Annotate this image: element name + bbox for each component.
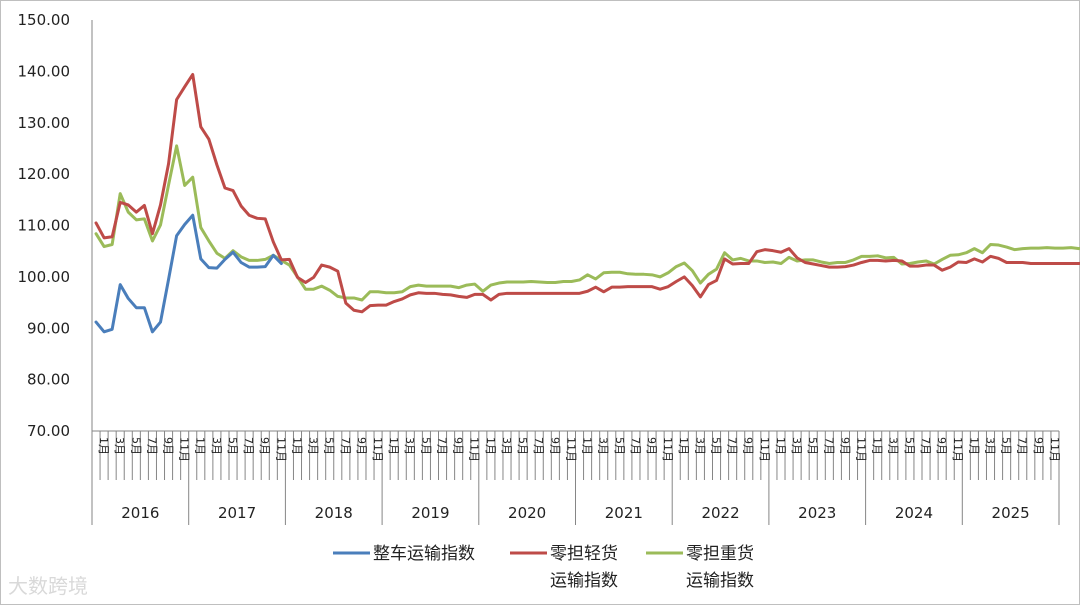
- month-tick-label: 11月: [564, 437, 577, 462]
- month-tick-label: 9月: [161, 437, 174, 455]
- year-label: 2019: [411, 504, 449, 522]
- month-tick-label: 9月: [355, 437, 368, 455]
- y-tick-label: 130.00: [18, 114, 71, 132]
- month-tick-label: 11月: [178, 437, 191, 462]
- y-tick-label: 150.00: [18, 11, 71, 29]
- month-tick-label: 3月: [403, 437, 416, 455]
- month-tick-label: 1月: [387, 437, 400, 455]
- series-line-2: [94, 72, 1080, 314]
- month-tick-label: 9月: [452, 437, 465, 455]
- year-label: 2025: [992, 504, 1030, 522]
- month-tick-label: 11月: [855, 437, 868, 462]
- axes: [91, 20, 1059, 432]
- month-tick-label: 7月: [145, 437, 158, 455]
- watermark-logo: 大数跨境: [8, 570, 88, 599]
- month-tick-label: 3月: [790, 437, 803, 455]
- month-tick-label: 1月: [774, 437, 787, 455]
- month-tick-label: 7月: [1016, 437, 1029, 455]
- year-label: 2024: [895, 504, 933, 522]
- year-label: 2017: [218, 504, 256, 522]
- legend-label-s2-line1: 零担轻货: [550, 544, 618, 564]
- month-tick-label: 3月: [983, 437, 996, 455]
- month-tick-label: 9月: [935, 437, 948, 455]
- month-tick-label: 11月: [758, 437, 771, 462]
- month-tick-label: 9月: [645, 437, 658, 455]
- y-tick-label: 90.00: [27, 319, 70, 337]
- month-tick-label: 3月: [500, 437, 513, 455]
- month-tick-label: 9月: [548, 437, 561, 455]
- month-tick-label: 11月: [661, 437, 674, 462]
- year-label: 2023: [798, 504, 836, 522]
- month-tick-label: 1月: [290, 437, 303, 455]
- month-tick-label: 9月: [258, 437, 271, 455]
- month-tick-label: 7月: [242, 437, 255, 455]
- month-tick-label: 11月: [371, 437, 384, 462]
- month-tick-label: 7月: [726, 437, 739, 455]
- legend-label-s3-line1: 零担重货: [686, 544, 754, 564]
- y-tick-label: 120.00: [18, 165, 71, 183]
- watermark-text: 大数跨境: [8, 574, 88, 598]
- month-tick-label: 11月: [274, 437, 287, 462]
- month-tick-label: 7月: [629, 437, 642, 455]
- year-label: 2022: [701, 504, 739, 522]
- month-tick-label: 1月: [484, 437, 497, 455]
- month-tick-label: 3月: [210, 437, 223, 455]
- month-tick-label: 5月: [806, 437, 819, 455]
- month-tick-label: 3月: [113, 437, 126, 455]
- month-tick-label: 5月: [226, 437, 239, 455]
- month-tick-label: 7月: [822, 437, 835, 455]
- month-tick-label: 5月: [419, 437, 432, 455]
- month-tick-label: 7月: [435, 437, 448, 455]
- y-tick-label: 70.00: [27, 422, 70, 440]
- legend: 整车运输指数 零担轻货 运输指数 零担重货 运输指数: [333, 544, 754, 591]
- month-tick-label: 3月: [307, 437, 320, 455]
- month-tick-label: 11月: [1048, 437, 1061, 462]
- month-tick-label: 9月: [1032, 437, 1045, 455]
- month-tick-label: 1月: [677, 437, 690, 455]
- month-tick-label: 7月: [919, 437, 932, 455]
- month-tick-label: 3月: [693, 437, 706, 455]
- legend-label-s1: 整车运输指数: [373, 544, 475, 564]
- legend-label-s3-line2: 运输指数: [686, 571, 754, 591]
- month-tick-label: 1月: [97, 437, 110, 455]
- month-tick-label: 1月: [194, 437, 207, 455]
- month-tick-label: 3月: [597, 437, 610, 455]
- month-tick-label: 11月: [468, 437, 481, 462]
- month-tick-label: 5月: [709, 437, 722, 455]
- month-tick-label: 1月: [581, 437, 594, 455]
- year-label: 2021: [605, 504, 643, 522]
- y-tick-label: 100.00: [18, 268, 71, 286]
- month-tick-label: 1月: [871, 437, 884, 455]
- y-axis-ticks: 70.00 80.00 90.00 100.00 110.00 120.00 130.00 1…: [18, 11, 71, 440]
- month-tick-label: 3月: [887, 437, 900, 455]
- series-lines: [94, 72, 1080, 334]
- month-tick-label: 5月: [903, 437, 916, 455]
- month-tick-label: 5月: [516, 437, 529, 455]
- month-tick-label: 7月: [532, 437, 545, 455]
- month-tick-label: 11月: [951, 437, 964, 462]
- month-tick-label: 5月: [323, 437, 336, 455]
- y-tick-label: 80.00: [27, 371, 70, 389]
- legend-label-s2-line2: 运输指数: [550, 571, 618, 591]
- series-line-3: [94, 144, 1080, 302]
- month-tick-label: 5月: [1000, 437, 1013, 455]
- series-line-1: [94, 213, 283, 334]
- year-label: 2016: [121, 504, 159, 522]
- y-tick-label: 110.00: [18, 217, 71, 235]
- y-tick-label: 140.00: [18, 62, 71, 80]
- year-label: 2020: [508, 504, 546, 522]
- month-tick-label: 5月: [129, 437, 142, 455]
- month-tick-label: 7月: [339, 437, 352, 455]
- month-tick-label: 9月: [742, 437, 755, 455]
- month-tick-label: 1月: [967, 437, 980, 455]
- year-label: 2018: [315, 504, 353, 522]
- month-tick-label: 5月: [613, 437, 626, 455]
- month-tick-label: 9月: [838, 437, 851, 455]
